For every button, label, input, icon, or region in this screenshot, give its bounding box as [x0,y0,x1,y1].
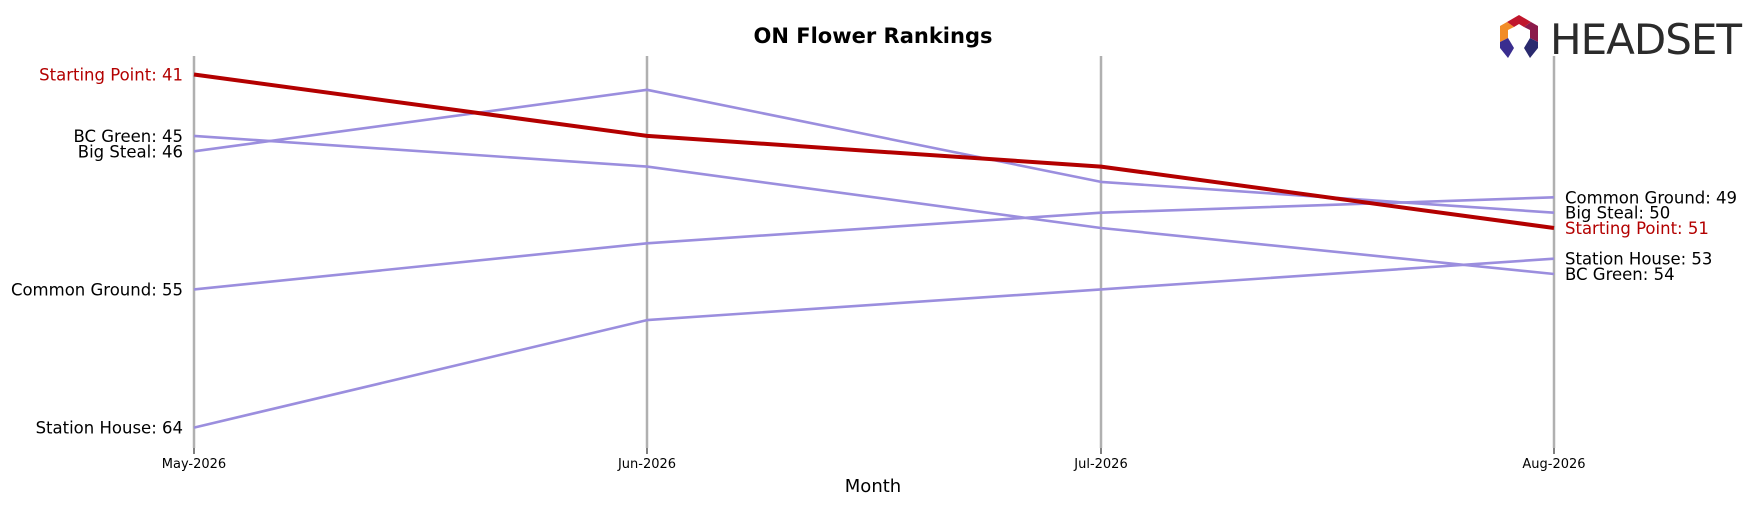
series-line-station-house [193,257,1555,429]
start-label: BC Green: 45 [73,127,183,146]
x-axis-ticks: May-2026 Jun-2026 Jul-2026 Aug-2026 [162,448,1586,472]
month-gridlines [192,56,1556,448]
x-axis-label: Month [845,476,901,497]
end-label: Starting Point: 51 [1565,219,1709,238]
series-line-starting-point [193,72,1555,230]
end-label: Station House: 53 [1565,250,1712,269]
start-label: Station House: 64 [36,419,183,438]
headset-logo-icon [1500,15,1538,58]
x-tick-label: Jun-2026 [617,457,676,472]
start-label: Starting Point: 41 [39,66,183,85]
end-label: Big Steal: 50 [1565,204,1670,223]
x-tick-label: May-2026 [162,457,226,472]
end-label: Common Ground: 49 [1565,188,1737,207]
x-tick-label: Jul-2026 [1073,457,1127,472]
series-line-bc-green [193,134,1555,276]
x-tick-label: Aug-2026 [1522,457,1585,472]
end-label: BC Green: 54 [1565,265,1675,284]
start-label: Big Steal: 46 [78,142,183,161]
chart-title: ON Flower Rankings [754,24,993,48]
headset-logo: HEADSET [1500,15,1743,64]
start-label: Common Ground: 55 [11,280,183,299]
headset-logo-text: HEADSET [1550,15,1742,64]
series-line-common-ground [193,196,1555,291]
series-lines [193,72,1555,429]
